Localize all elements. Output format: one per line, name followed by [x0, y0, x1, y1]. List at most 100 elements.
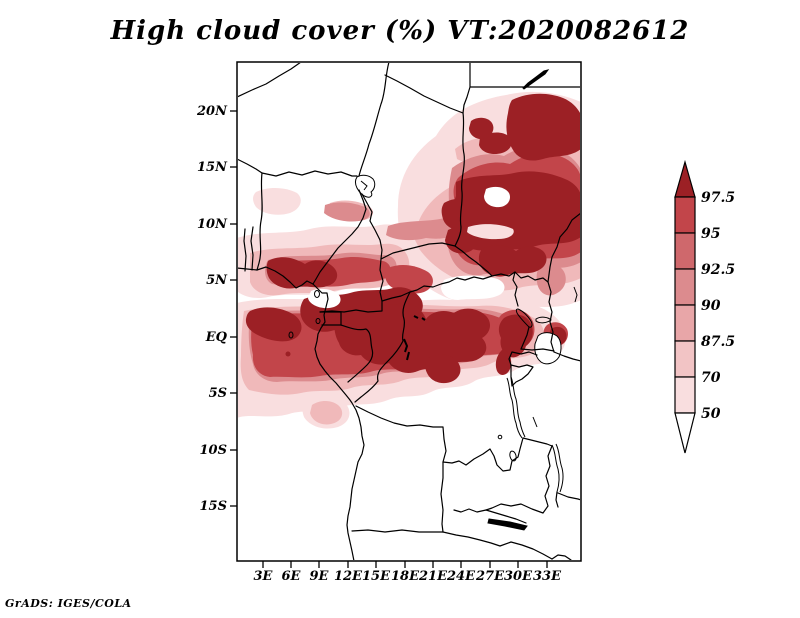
colorbar-seg-95-975 — [674, 196, 696, 234]
border-niger-nigeria — [261, 170, 358, 177]
x-label: 9E — [310, 569, 330, 584]
x-label: 12E — [334, 569, 363, 584]
border-kenya-tanzania — [553, 351, 580, 362]
border-uganda-kenya — [547, 281, 555, 353]
congo-river-lakes — [413, 315, 426, 321]
lake-chad-islands — [360, 180, 368, 191]
y-label: 10S — [200, 443, 227, 458]
colorbar-label: 70 — [701, 370, 721, 386]
colorbar-seg-875-90 — [674, 304, 696, 342]
border-zimbabwe-edge — [551, 554, 572, 560]
lake-mai-ndombe — [403, 338, 409, 353]
sao-tome-island — [288, 331, 294, 339]
y-axis-labels: 20N 15N 10N 5N EQ 5S 10S 15S — [196, 104, 228, 514]
colorbar-label: 97.5 — [701, 190, 735, 206]
border-cameroon-car — [379, 258, 384, 302]
border-egypt-libya-sudan — [462, 63, 580, 114]
border-gabon-congo — [340, 324, 374, 383]
bioko-island — [314, 290, 320, 298]
border-car-congo — [381, 291, 411, 302]
x-label: 15E — [362, 569, 391, 584]
x-label: 3E — [254, 569, 274, 584]
y-axis-ticks — [230, 110, 237, 507]
colorbar-arrow-bottom — [674, 412, 696, 454]
colorbar-labels: 97.5 95 92.5 90 87.5 70 50 — [701, 190, 735, 422]
border-ethiopia-edge — [547, 213, 580, 283]
x-label: 24E — [446, 569, 476, 584]
x-axis-ticks — [262, 561, 548, 568]
colorbar — [674, 159, 696, 454]
x-axis-labels: 3E 6E 9E 12E 15E 18E 21E 24E 27E 30E 33E — [254, 569, 563, 584]
y-label: 5N — [206, 273, 228, 288]
shading-clear-holes — [308, 186, 514, 309]
colorbar-seg-90-925 — [674, 268, 696, 306]
colorbar-label: 50 — [701, 406, 721, 422]
colorbar-seg-925-95 — [674, 232, 696, 270]
lake-kariba — [487, 518, 528, 531]
cloud-shading — [238, 91, 580, 429]
border-togo-benin — [243, 226, 254, 272]
principe-island — [315, 318, 321, 324]
red-sea-coast — [522, 69, 550, 90]
y-label: EQ — [205, 330, 228, 345]
lake-malawi — [551, 444, 560, 493]
colorbar-label: 95 — [701, 226, 720, 242]
x-label: 33E — [533, 569, 562, 584]
colorbar-label: 90 — [701, 298, 721, 314]
border-zambia-mozambique-malawi — [485, 445, 553, 514]
lake-rukwa — [532, 416, 538, 428]
border-benin-nigeria — [256, 172, 263, 271]
border-angola-namibia — [351, 529, 444, 533]
y-label: 15N — [197, 160, 228, 175]
colorbar-arrow-top — [674, 159, 696, 198]
border-cameroon-gabon-congo — [319, 300, 383, 313]
country-borders — [238, 63, 580, 560]
border-chad-cameroon — [361, 193, 383, 260]
border-nigeria-cameroon — [312, 189, 367, 285]
x-label: 18E — [391, 569, 420, 584]
colorbar-seg-70-875 — [674, 340, 696, 378]
x-label: 30E — [504, 569, 533, 584]
border-rwanda-burundi — [508, 351, 538, 387]
border-ssudan-drc-uganda — [491, 271, 549, 283]
lake-tanganyika-east-shore — [510, 376, 526, 438]
map-frame — [236, 61, 582, 562]
lake-mweru — [509, 450, 517, 462]
border-caprivi-zambezi — [442, 508, 553, 560]
lake-victoria — [534, 332, 562, 365]
colorbar-label: 87.5 — [701, 334, 735, 350]
border-chad-car — [380, 242, 456, 260]
border-libya-chad — [384, 74, 464, 114]
border-zambia-tanzania — [522, 437, 553, 447]
border-drc-angola — [355, 405, 524, 472]
x-label: 27E — [475, 569, 505, 584]
lakes — [288, 69, 578, 531]
colorbar-seg-50-70 — [674, 376, 696, 414]
y-label: 5S — [209, 386, 227, 401]
lake-chad — [355, 174, 376, 198]
plot-title: High cloud cover (%) VT:2020082612 — [110, 16, 690, 46]
border-car-drc — [409, 275, 493, 293]
y-label: 20N — [196, 104, 228, 119]
lake-tumba — [406, 351, 410, 361]
border-algeria-niger — [238, 63, 301, 98]
border-niger-chad — [358, 63, 390, 177]
border-uganda-tanzania — [520, 348, 555, 352]
lake-tanganyika — [506, 377, 523, 439]
border-chad-sudan — [454, 112, 466, 247]
border-angola-zambia — [440, 461, 444, 533]
colorbar-label: 92.5 — [701, 262, 735, 278]
border-equatorial-guinea — [319, 311, 342, 326]
border-malawi-south — [555, 491, 580, 508]
lake-bangweulu — [497, 434, 503, 440]
border-uganda-drc — [512, 271, 530, 350]
border-ubangi-congo-river — [354, 291, 411, 403]
x-label: 6E — [282, 569, 302, 584]
border-niger-benin — [238, 158, 263, 174]
coastline — [238, 266, 365, 560]
x-label: 21E — [418, 569, 448, 584]
y-label: 15S — [200, 499, 227, 514]
y-label: 10N — [197, 217, 228, 232]
